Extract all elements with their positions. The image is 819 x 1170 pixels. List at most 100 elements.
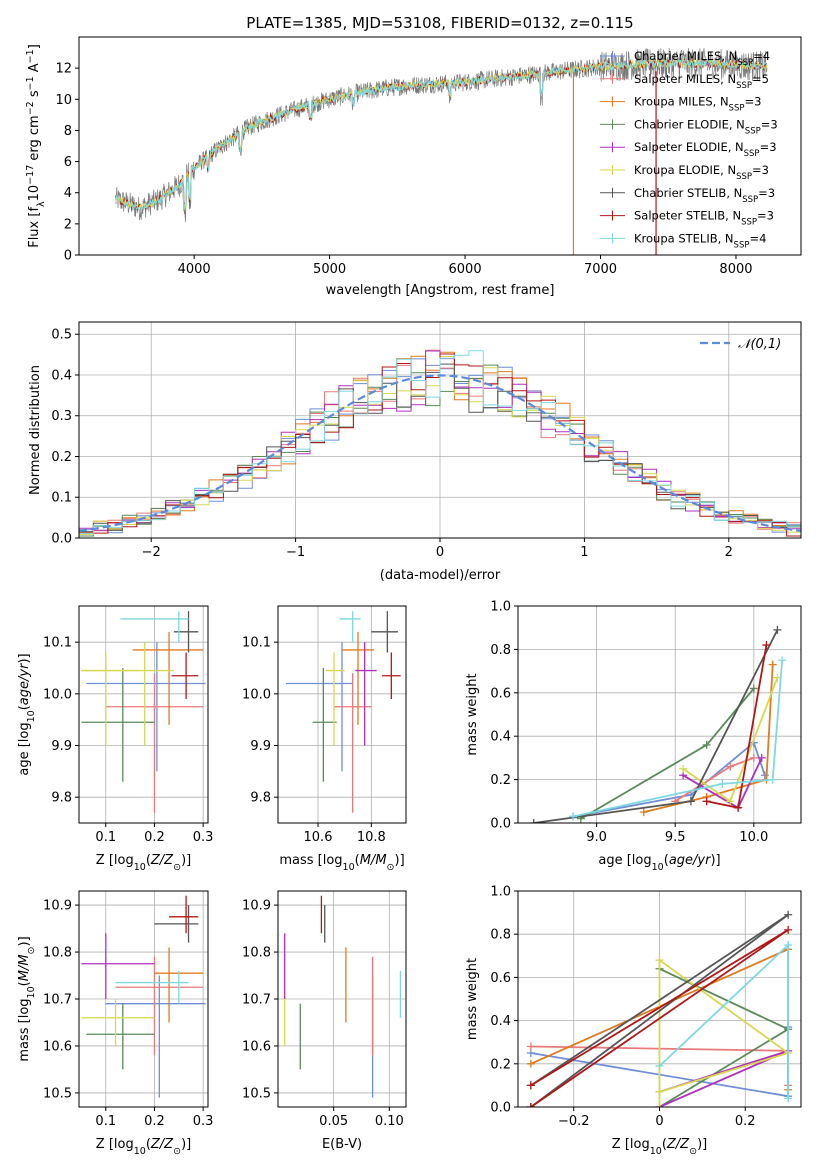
legend-item: Chabrier ELODIE, NSSP=3 xyxy=(600,117,778,136)
panel-massweight_vs_age: 9.0 9.5 10.0 0.0 0.2 0.4 0.6 0.8 1.0 xyxy=(490,600,802,845)
x-tick-label: 0.3 xyxy=(193,1114,214,1129)
y-tick-label: 10.1 xyxy=(242,636,271,651)
y-tick-label: 0.6 xyxy=(490,971,511,986)
series-marker xyxy=(757,753,766,762)
panel-massweight_vs_Z: −0.2 0 0.2 0.0 0.2 0.4 0.6 0.8 1.0 xyxy=(490,885,802,1129)
errorbar-point xyxy=(326,652,345,746)
errorbar-point xyxy=(81,933,155,999)
y-tick-label: 0.4 xyxy=(490,730,511,745)
y-tick-label: 0.4 xyxy=(51,368,72,383)
series-marker xyxy=(569,812,578,821)
y-tick-label: 0.5 xyxy=(51,328,72,343)
legend-label: Chabrier MILES, NSSP=4 xyxy=(634,49,770,68)
y-axis-label: mass weight xyxy=(465,958,480,1040)
y-tick-label: 0.3 xyxy=(51,409,72,424)
x-axis-label: Z [log10(Z/Z⊙)] xyxy=(96,1137,191,1157)
x-tick-label: 0.2 xyxy=(735,1114,756,1129)
series-marker xyxy=(734,803,743,812)
series-marker xyxy=(768,775,777,784)
series-marker xyxy=(726,762,735,771)
legend-label: Kroupa ELODIE, NSSP=3 xyxy=(634,163,769,182)
series-marker xyxy=(718,779,727,788)
panel-age_vs_Z: 0.1 0.2 0.3 9.8 9.9 10.0 10.1 xyxy=(43,605,214,845)
y-tick-label: 9.8 xyxy=(250,791,271,806)
series-marker xyxy=(655,956,664,965)
x-axis-label: E(B-V) xyxy=(322,1137,362,1152)
y-tick-label: 10.7 xyxy=(43,993,72,1008)
y-tick-label: 10.9 xyxy=(43,899,72,914)
plot-area-age_vs_mass xyxy=(286,611,401,813)
y-tick-label: 10.6 xyxy=(242,1039,271,1054)
legend-item: Salpeter ELODIE, NSSP=3 xyxy=(600,140,777,159)
legend-label: Kroupa STELIB, NSSP=4 xyxy=(634,231,766,250)
errorbar-point xyxy=(132,631,204,725)
y-tick-label: 0.0 xyxy=(51,532,72,547)
legend-label: Salpeter ELODIE, NSSP=3 xyxy=(634,140,777,159)
x-tick-label: −0.2 xyxy=(558,1114,590,1129)
plot-area-age_vs_Z xyxy=(81,611,206,813)
x-axis-label: age [log10(age/yr)] xyxy=(598,853,720,873)
x-tick-label: 0 xyxy=(655,1114,663,1129)
legend-item: Salpeter STELIB, NSSP=3 xyxy=(600,209,774,228)
y-tick-label: 10.5 xyxy=(242,1086,271,1101)
errorbar-point xyxy=(342,631,374,725)
x-tick-label: −2 xyxy=(142,545,161,560)
y-tick-label: 0.8 xyxy=(490,928,511,943)
series-marker xyxy=(655,1061,664,1070)
x-tick-label: 9.0 xyxy=(586,830,607,845)
series-marker xyxy=(529,819,538,823)
plot-area-spectrum xyxy=(115,47,768,255)
x-tick-label: −1 xyxy=(286,545,305,560)
series-marker xyxy=(686,797,695,806)
model-line-kroupa_stelib xyxy=(115,53,768,212)
series-marker xyxy=(784,910,793,919)
series-marker xyxy=(679,764,688,773)
panel-age_vs_mass: 10.6 10.8 9.8 9.9 10.0 10.1 xyxy=(242,605,407,845)
series-marker xyxy=(639,808,648,817)
panel-spectrum: 4000 5000 6000 7000 8000 0 2 4 6 8 10 12 xyxy=(55,36,802,277)
y-tick-label: 0.2 xyxy=(490,773,511,788)
legend-item: Chabrier STELIB, NSSP=3 xyxy=(600,186,775,205)
series-marker xyxy=(749,684,758,693)
x-axis-label: wavelength [Angstrom, rest frame] xyxy=(326,283,555,298)
legend-item: Chabrier MILES, NSSP=4 xyxy=(600,49,770,68)
legend: Chabrier MILES, NSSP=4 Salpeter MILES, NS… xyxy=(600,49,778,250)
series-marker xyxy=(784,925,793,934)
legend-label: Salpeter STELIB, NSSP=3 xyxy=(634,209,774,228)
plot-area-mass_vs_ebv xyxy=(284,895,402,1098)
y-axis-label: mass weight xyxy=(465,673,480,755)
normal-curve xyxy=(79,374,801,532)
errorbar-point xyxy=(81,999,155,1046)
y-tick-label: 0.2 xyxy=(490,1057,511,1072)
series-marker xyxy=(655,1087,664,1096)
errorbar-point xyxy=(173,611,199,653)
y-tick-label: 10.1 xyxy=(43,636,72,651)
x-tick-label: 7000 xyxy=(584,262,617,277)
axes-frame xyxy=(517,605,802,824)
x-axis-label: mass [log10(M/M⊙)] xyxy=(279,853,404,873)
plot-area-massweight_vs_Z xyxy=(526,910,793,1107)
errorbar-point xyxy=(154,905,199,943)
y-tick-label: 0.0 xyxy=(490,817,511,832)
x-tick-label: 8000 xyxy=(719,262,752,277)
legend-label: Chabrier STELIB, NSSP=3 xyxy=(634,186,775,205)
plot-area-massweight_vs_age xyxy=(529,625,787,823)
y-tick-label: 0.6 xyxy=(490,686,511,701)
series-marker xyxy=(784,1094,793,1103)
x-tick-label: 4000 xyxy=(178,262,211,277)
series-marker xyxy=(762,641,771,650)
y-tick-label: 2 xyxy=(64,217,72,232)
series-marker xyxy=(526,1103,535,1107)
x-tick-label: 0.2 xyxy=(144,830,165,845)
x-axis-label: Z [log10(Z/Z⊙)] xyxy=(612,1137,707,1157)
legend-label-normal: 𝒩(0,1) xyxy=(738,337,781,352)
y-axis-label: age [log10(age/yr)] xyxy=(17,653,37,775)
x-axis-label: (data-model)/error xyxy=(380,568,501,583)
y-tick-label: 1.0 xyxy=(490,885,511,900)
series-line-kroupa_stelib xyxy=(572,660,783,818)
x-tick-label: 0.3 xyxy=(193,830,214,845)
errorbar-point xyxy=(171,652,199,699)
errorbar-point xyxy=(115,970,189,1004)
series-marker xyxy=(702,797,711,806)
